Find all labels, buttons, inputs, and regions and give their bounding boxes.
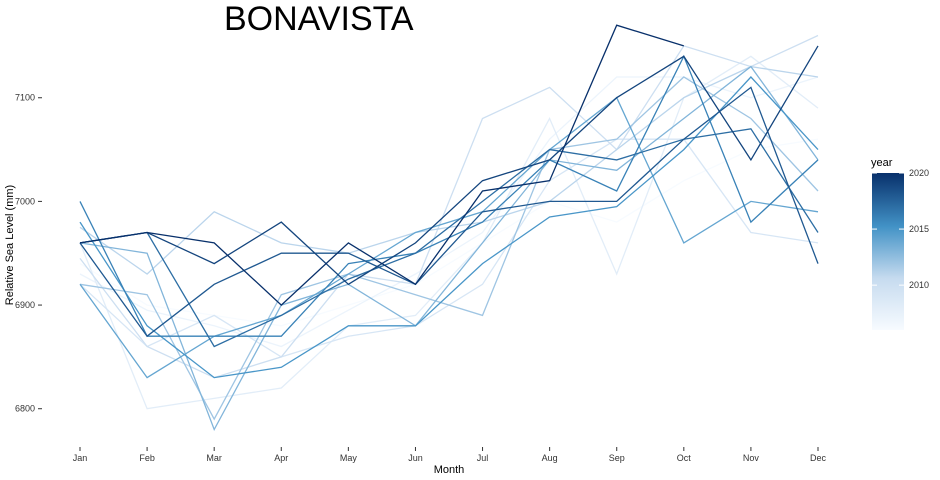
x-tick-label: Dec [810, 453, 827, 463]
chart-title: BONAVISTA [224, 0, 414, 38]
legend-tick-label: 2015 [909, 224, 929, 234]
x-tick-label: Aug [542, 453, 558, 463]
series-line-2010 [79, 34, 819, 379]
legend-ticks: 2010 2015 2020 [872, 168, 929, 290]
x-tick-label: Feb [139, 453, 155, 463]
legend-title: year [871, 157, 893, 169]
series-line-2018 [79, 86, 819, 338]
y-axis-title: Relative Sea Level (mm) [4, 185, 16, 305]
series-line-2013 [79, 65, 819, 432]
x-tick-label: Jun [408, 453, 423, 463]
x-tick-label: Jul [477, 453, 489, 463]
x-tick-label: Jan [73, 453, 88, 463]
x-tick-label: Sep [609, 453, 625, 463]
series-line-2020 [79, 24, 684, 306]
series-line-2006 [79, 138, 819, 327]
series-line-2014 [79, 96, 819, 379]
series-line-2017 [79, 128, 819, 348]
series-lines [79, 24, 819, 432]
legend-colorbar [872, 173, 904, 330]
series-line-2007 [79, 76, 819, 348]
x-tick-label: May [340, 453, 358, 463]
legend-tick-label: 2020 [909, 168, 929, 178]
series-line-2019 [79, 45, 819, 286]
y-tick-label: 7000 [15, 196, 35, 206]
legend: year 2010 2015 2020 [871, 157, 929, 330]
y-axis: 6800 6900 7000 7100 [15, 93, 42, 414]
y-tick-label: 6800 [15, 404, 35, 414]
x-tick-label: Nov [743, 453, 760, 463]
x-axis: Jan Feb Mar Apr May Jun Jul Aug Sep Oct Nov Dec [73, 447, 827, 463]
series-line-2008 [79, 55, 819, 410]
x-axis-title: Month [434, 464, 465, 476]
y-tick-label: 7100 [15, 93, 35, 103]
legend-tick-label: 2010 [909, 280, 929, 290]
x-tick-label: Oct [677, 453, 692, 463]
y-tick-label: 6900 [15, 300, 35, 310]
x-tick-label: Mar [206, 453, 222, 463]
x-tick-label: Apr [274, 453, 288, 463]
